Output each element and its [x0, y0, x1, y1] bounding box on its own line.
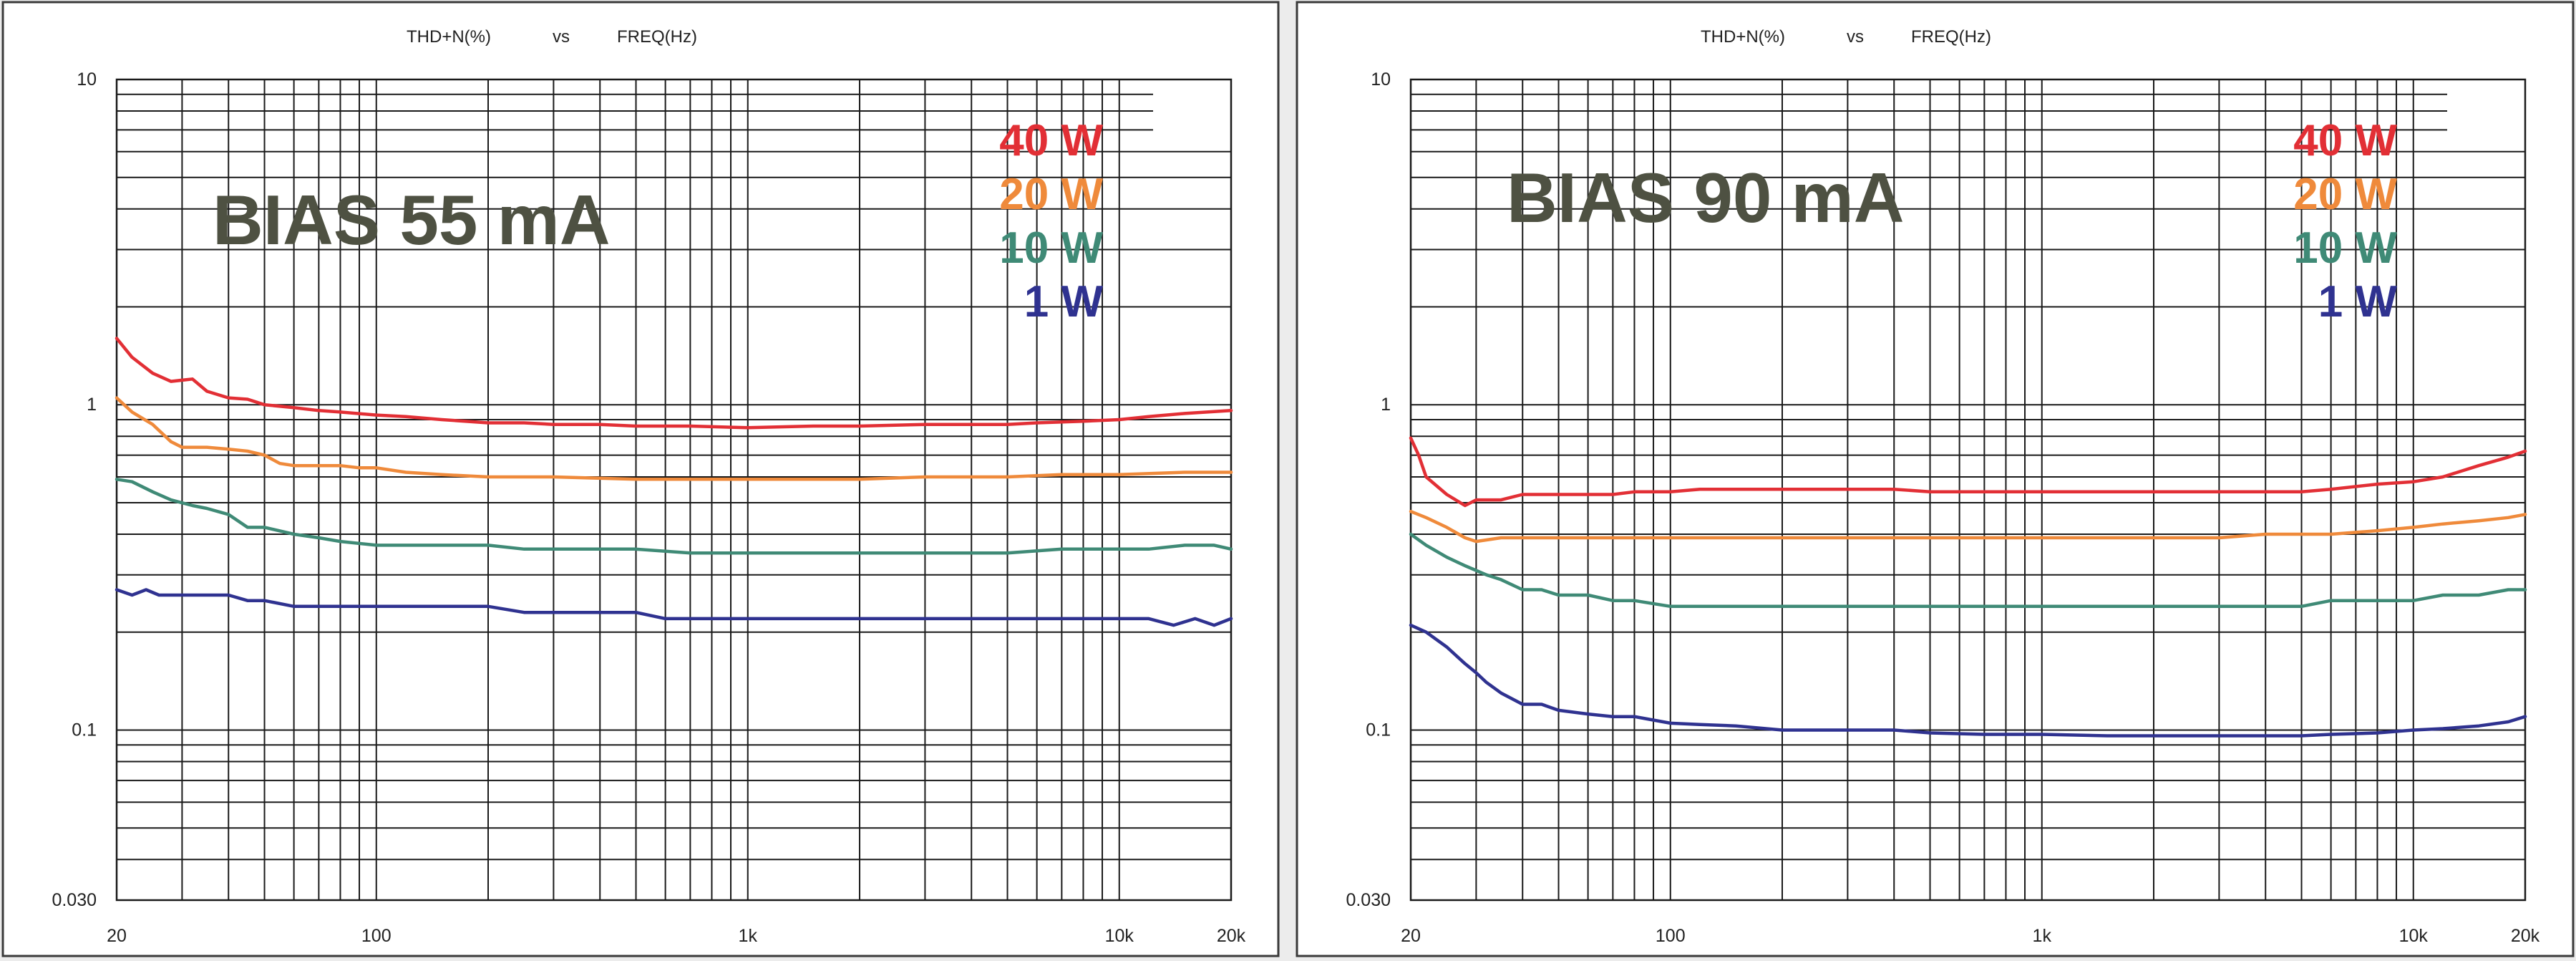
x-tick-label: 1k: [739, 926, 758, 946]
x-quantity-label: FREQ(Hz): [617, 27, 697, 47]
series-line-1w: [115, 588, 1233, 627]
y-tick-label: 10: [1371, 69, 1391, 90]
plot-frame: [1409, 78, 2527, 902]
x-tick-label: 20: [107, 926, 127, 946]
x-tick-label: 1k: [2033, 926, 2052, 946]
series-line-20w: [1409, 509, 2527, 544]
series-line-40w: [115, 337, 1233, 430]
legend-entry-20w: 20 W: [999, 170, 1103, 219]
series-line-10w: [115, 478, 1233, 555]
chart-panel-bias-90ma: THD+N(%) vs FREQ(Hz) 20 100 1k 10k 20k 10 1 0.1…: [1296, 1, 2575, 957]
y-tick-label: 0.1: [1366, 720, 1391, 740]
x-quantity-label: FREQ(Hz): [1911, 27, 1991, 47]
y-tick-label: 0.030: [1346, 890, 1391, 910]
y-quantity-label: THD+N(%): [407, 27, 491, 47]
x-tick-label: 10k: [2399, 926, 2429, 946]
legend-entry-1w: 1 W: [2318, 277, 2398, 327]
tick-label-layer: 20 100 1k 10k 20k 10 1 0.1 0.030: [1346, 69, 2539, 946]
y-tick-label: 0.1: [72, 720, 97, 740]
series-layer: [115, 337, 1233, 627]
legend-entry-1w: 1 W: [1024, 277, 1104, 327]
x-tick-label: 20k: [2511, 926, 2540, 946]
x-tick-label: 20k: [1217, 926, 1246, 946]
y-tick-label: 0.030: [52, 890, 97, 910]
y-tick-label: 1: [1381, 395, 1391, 415]
legend-entry-20w: 20 W: [2293, 170, 2397, 219]
bias-annotation: BIAS 55 mA: [213, 180, 611, 259]
bias-annotation: BIAS 90 mA: [1507, 158, 1905, 237]
chart-header: THD+N(%) vs FREQ(Hz): [1701, 27, 1991, 47]
tick-label-layer: 20 100 1k 10k 20k 10 1 0.1 0.030: [52, 69, 1245, 946]
series-layer: [1409, 436, 2527, 738]
legend-entry-40w: 40 W: [999, 116, 1103, 165]
series-line-1w: [1409, 623, 2527, 738]
x-tick-label: 20: [1401, 926, 1421, 946]
x-tick-label: 100: [361, 926, 392, 946]
legend-entry-10w: 10 W: [2293, 223, 2397, 273]
series-line-10w: [1409, 532, 2527, 609]
chart-panel-bias-55ma: THD+N(%) vs FREQ(Hz) 20 100 1k 10k 20k 10 1 0.1…: [1, 1, 1280, 957]
series-line-40w: [1409, 436, 2527, 508]
x-tick-label: 100: [1656, 926, 1686, 946]
legend: 40 W 20 W10 W1 W: [999, 116, 1103, 327]
plot-frame: [115, 78, 1233, 902]
legend: 40 W 20 W10 W1 W: [2293, 116, 2397, 327]
series-line-20w: [115, 396, 1233, 481]
legend-entry-40w: 40 W: [2293, 116, 2397, 165]
y-quantity-label: THD+N(%): [1701, 27, 1785, 47]
panel-border: [1296, 1, 2575, 957]
chart-header: THD+N(%) vs FREQ(Hz): [407, 27, 697, 47]
y-tick-label: 10: [77, 69, 97, 90]
versus-label: vs: [553, 27, 570, 47]
legend-entry-10w: 10 W: [999, 223, 1103, 273]
versus-label: vs: [1847, 27, 1864, 47]
x-tick-label: 10k: [1105, 926, 1134, 946]
y-tick-label: 1: [87, 395, 97, 415]
